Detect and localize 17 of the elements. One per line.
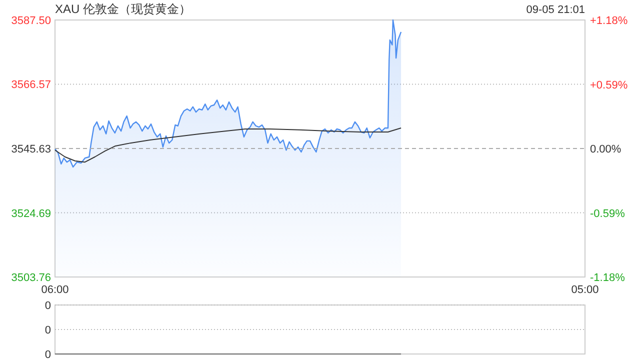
y2-tick-label: 0.00% [590, 144, 622, 156]
y2-tick-label: +0.59% [590, 79, 628, 92]
chart-title: XAU 伦敦金（现货黄金） [55, 2, 192, 16]
y-tick-label: 3524.69 [11, 208, 51, 220]
y-tick-label: 3587.50 [11, 15, 51, 27]
y-tick-label: 3503.76 [11, 272, 51, 284]
text: 0 [44, 300, 51, 312]
text: 09-05 21:01 [526, 4, 585, 16]
x-tick-label: 06:00 [41, 284, 69, 296]
y2-tick-label: +1.18% [590, 15, 628, 27]
x-tick-label: 05:00 [571, 284, 599, 296]
y-tick-label: 3545.63 [11, 144, 51, 156]
text: 0 [44, 324, 51, 336]
y2-tick-label: -0.59% [590, 208, 626, 220]
y2-tick-label: -1.18% [590, 272, 626, 284]
text: 0 [44, 349, 51, 360]
y-tick-label: 3566.57 [11, 79, 51, 92]
